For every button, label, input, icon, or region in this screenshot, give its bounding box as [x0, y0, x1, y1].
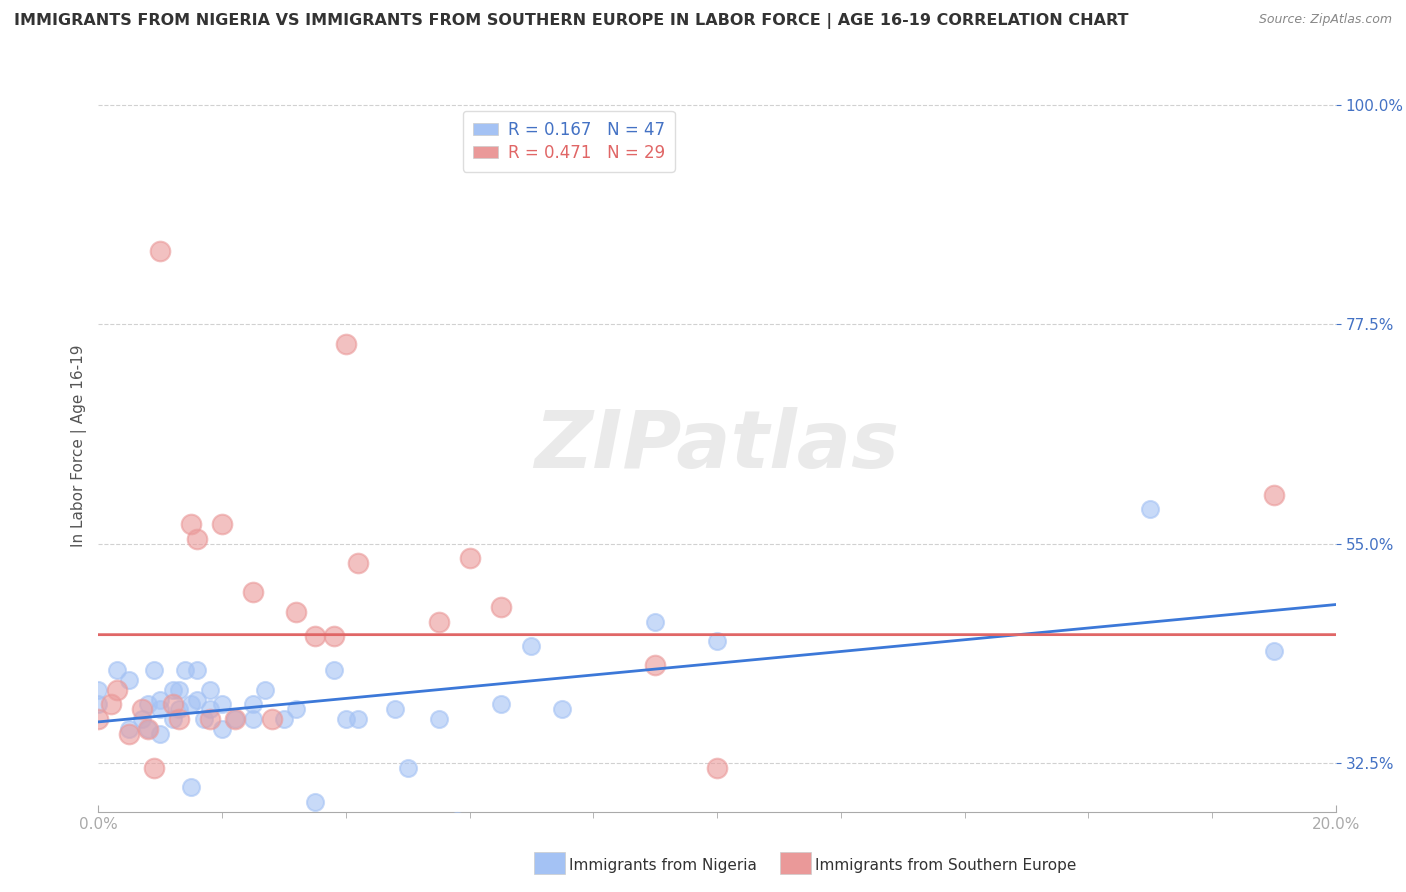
- Point: [167, 702, 190, 716]
- Point: [180, 780, 202, 795]
- Point: [186, 663, 208, 677]
- Point: [211, 722, 233, 736]
- Point: [100, 698, 122, 712]
- Point: [105, 682, 128, 697]
- Point: [285, 702, 308, 716]
- Point: [149, 244, 172, 258]
- Point: [211, 516, 233, 531]
- Point: [198, 712, 221, 726]
- Point: [167, 682, 190, 697]
- Text: Source: ZipAtlas.com: Source: ZipAtlas.com: [1258, 13, 1392, 27]
- Point: [162, 698, 184, 712]
- Point: [322, 663, 344, 677]
- Text: Immigrants from Nigeria: Immigrants from Nigeria: [569, 858, 758, 872]
- Point: [149, 692, 172, 706]
- Point: [224, 712, 246, 726]
- Point: [335, 336, 357, 351]
- Point: [347, 712, 370, 726]
- Point: [273, 712, 295, 726]
- Point: [347, 556, 370, 570]
- Point: [118, 673, 141, 687]
- Point: [520, 639, 543, 653]
- Point: [396, 761, 419, 775]
- Point: [427, 712, 450, 726]
- Point: [706, 634, 728, 648]
- Point: [167, 712, 190, 726]
- Point: [180, 698, 202, 712]
- Point: [87, 712, 110, 726]
- Point: [193, 712, 215, 726]
- Point: [143, 663, 166, 677]
- Point: [304, 795, 326, 809]
- Point: [87, 682, 110, 697]
- Point: [304, 629, 326, 643]
- Point: [446, 814, 468, 829]
- Point: [131, 702, 153, 716]
- Point: [489, 698, 512, 712]
- Point: [335, 712, 357, 726]
- Point: [1139, 502, 1161, 516]
- Text: IMMIGRANTS FROM NIGERIA VS IMMIGRANTS FROM SOUTHERN EUROPE IN LABOR FORCE | AGE : IMMIGRANTS FROM NIGERIA VS IMMIGRANTS FR…: [14, 13, 1129, 29]
- Text: Immigrants from Southern Europe: Immigrants from Southern Europe: [815, 858, 1077, 872]
- Point: [644, 615, 666, 629]
- Point: [458, 551, 481, 566]
- Point: [162, 682, 184, 697]
- Point: [551, 702, 574, 716]
- Point: [174, 663, 197, 677]
- Point: [162, 712, 184, 726]
- Point: [149, 702, 172, 716]
- Text: ZIPatlas: ZIPatlas: [534, 407, 900, 485]
- Point: [242, 712, 264, 726]
- Point: [384, 702, 406, 716]
- Point: [489, 599, 512, 614]
- Point: [224, 712, 246, 726]
- Point: [87, 698, 110, 712]
- Point: [1263, 644, 1285, 658]
- Point: [131, 712, 153, 726]
- Point: [143, 761, 166, 775]
- Point: [136, 722, 159, 736]
- Point: [1263, 488, 1285, 502]
- Point: [285, 605, 308, 619]
- Point: [211, 698, 233, 712]
- Point: [260, 712, 283, 726]
- Point: [242, 585, 264, 599]
- Point: [118, 727, 141, 741]
- Point: [186, 532, 208, 546]
- Point: [186, 692, 208, 706]
- Point: [180, 516, 202, 531]
- Point: [644, 658, 666, 673]
- Point: [1077, 829, 1099, 843]
- Y-axis label: In Labor Force | Age 16-19: In Labor Force | Age 16-19: [72, 344, 87, 548]
- Point: [427, 615, 450, 629]
- Point: [254, 682, 277, 697]
- Point: [118, 722, 141, 736]
- Point: [198, 702, 221, 716]
- Point: [322, 629, 344, 643]
- Point: [136, 722, 159, 736]
- Point: [105, 663, 128, 677]
- Point: [706, 761, 728, 775]
- Point: [242, 698, 264, 712]
- Legend: R = 0.167   N = 47, R = 0.471   N = 29: R = 0.167 N = 47, R = 0.471 N = 29: [463, 111, 675, 171]
- Point: [149, 727, 172, 741]
- Point: [198, 682, 221, 697]
- Point: [136, 698, 159, 712]
